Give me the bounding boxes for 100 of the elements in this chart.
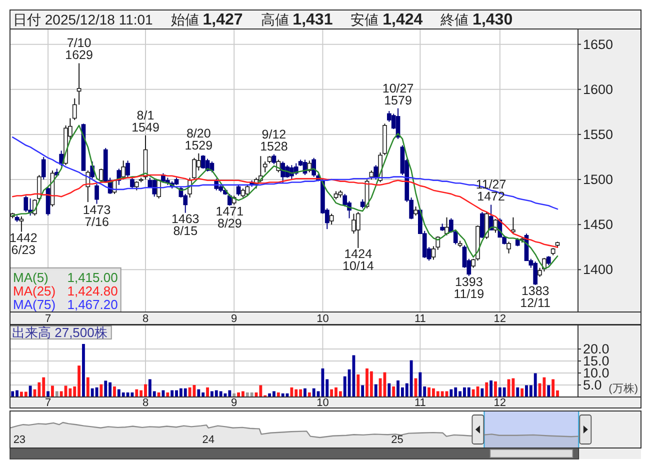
y-axis-title: (万株) — [608, 382, 638, 395]
bar — [480, 388, 484, 397]
x-tick-label: 8 — [142, 312, 149, 325]
x-tick-label: 9 — [231, 312, 238, 325]
bar — [467, 387, 470, 397]
x-tick-label: 11 — [414, 397, 426, 409]
bar — [542, 377, 546, 397]
bar — [197, 389, 200, 397]
x-tick-label: 24 — [202, 434, 214, 446]
bar — [308, 392, 311, 397]
x-tick-label: 7 — [44, 312, 52, 325]
y-tick-label: 20.0 — [583, 342, 610, 356]
x-tick-label: 11 — [414, 312, 426, 325]
bar — [100, 384, 103, 397]
x-tick-label: 10 — [316, 397, 329, 409]
x-tick-label: 9 — [231, 397, 238, 409]
bar — [388, 383, 391, 397]
annotation: 9/12 1528 — [260, 127, 288, 154]
text: MA(5) 1,415.00 — [13, 269, 118, 284]
bar — [157, 392, 160, 397]
x-tick-label: 7 — [44, 397, 52, 409]
bar — [321, 368, 324, 397]
bar — [104, 380, 108, 397]
y-tick-label: 5.0 — [583, 378, 602, 392]
bar — [312, 388, 316, 397]
bar — [512, 378, 515, 397]
annotation: 1383 12/11 — [520, 284, 551, 310]
annotation: 11/27 1472 — [476, 178, 506, 204]
annotation: 1471 8/29 — [216, 204, 244, 231]
bar — [68, 388, 72, 397]
bar — [534, 373, 537, 397]
annotation: 1424 10/14 — [342, 247, 374, 274]
text: MA(75) 1,467.20 — [13, 296, 118, 312]
bar — [361, 385, 364, 397]
annotation: 8/1 1549 — [132, 108, 160, 134]
y-tick-label: 15.0 — [583, 354, 610, 368]
bar — [472, 389, 475, 397]
x-tick-label: 12 — [494, 397, 506, 409]
bar — [290, 387, 294, 397]
chart-title: 日付 2025/12/18 11:01 始値 1,427 高値 1,431 安値 1,424 終値 1,430 — [13, 12, 513, 28]
bar — [516, 387, 520, 397]
bar — [304, 388, 306, 397]
bar — [410, 360, 413, 397]
bar — [51, 386, 54, 397]
bar — [490, 380, 493, 397]
y-tick-label: 1500 — [583, 172, 614, 188]
x-tick-label: 23 — [13, 434, 26, 446]
x-tick-label: 25 — [391, 434, 404, 446]
bar — [547, 385, 550, 397]
annotation: 1393 11/19 — [454, 274, 484, 301]
bar — [356, 374, 360, 397]
bar — [135, 389, 138, 397]
bar — [370, 371, 373, 397]
bar — [86, 377, 90, 397]
bar — [552, 379, 555, 397]
bar — [520, 388, 524, 397]
bar — [166, 392, 170, 397]
bar — [485, 382, 488, 397]
annotation: 7/10 1629 — [65, 36, 93, 62]
bar — [28, 386, 32, 397]
bar — [494, 381, 497, 397]
y-tick-label: 1550 — [583, 126, 614, 142]
annotation: 1473 7/16 — [82, 202, 111, 229]
y-tick-label: 1450 — [583, 217, 614, 232]
bar — [450, 389, 453, 397]
bar — [122, 392, 125, 397]
bar — [188, 387, 192, 397]
chart-title: 出来高 27,500株 — [12, 325, 108, 340]
bar — [11, 391, 14, 397]
bar — [82, 344, 85, 397]
bar — [418, 372, 422, 397]
bar — [219, 391, 222, 397]
bar — [440, 391, 444, 397]
bar — [90, 388, 94, 397]
y-tick-label: 1650 — [583, 36, 614, 52]
bar — [184, 388, 187, 397]
y-tick-label: 1400 — [583, 262, 614, 278]
y-tick-label: 1600 — [583, 82, 614, 97]
bar — [46, 391, 50, 397]
bar — [330, 389, 334, 397]
bar — [228, 390, 232, 397]
y-tick-label: 10.0 — [583, 366, 610, 380]
x-tick-label: 8 — [142, 397, 149, 409]
x-tick-label: 10 — [316, 312, 329, 325]
bar — [250, 392, 254, 397]
bar — [502, 387, 506, 397]
bar — [113, 386, 116, 397]
bar — [259, 385, 262, 397]
bar — [374, 384, 378, 397]
annotation: 10/27 1579 — [382, 81, 414, 108]
bar — [338, 391, 342, 397]
bar — [55, 391, 58, 397]
x-tick-label: 12 — [494, 312, 506, 325]
annotation: 8/20 1529 — [184, 126, 213, 152]
bar — [206, 387, 209, 397]
bar — [276, 392, 280, 397]
bar — [24, 392, 28, 397]
text: MA(25) 1,424.80 — [13, 282, 118, 298]
bar — [392, 386, 396, 397]
annotation: 1463 8/15 — [171, 212, 200, 238]
